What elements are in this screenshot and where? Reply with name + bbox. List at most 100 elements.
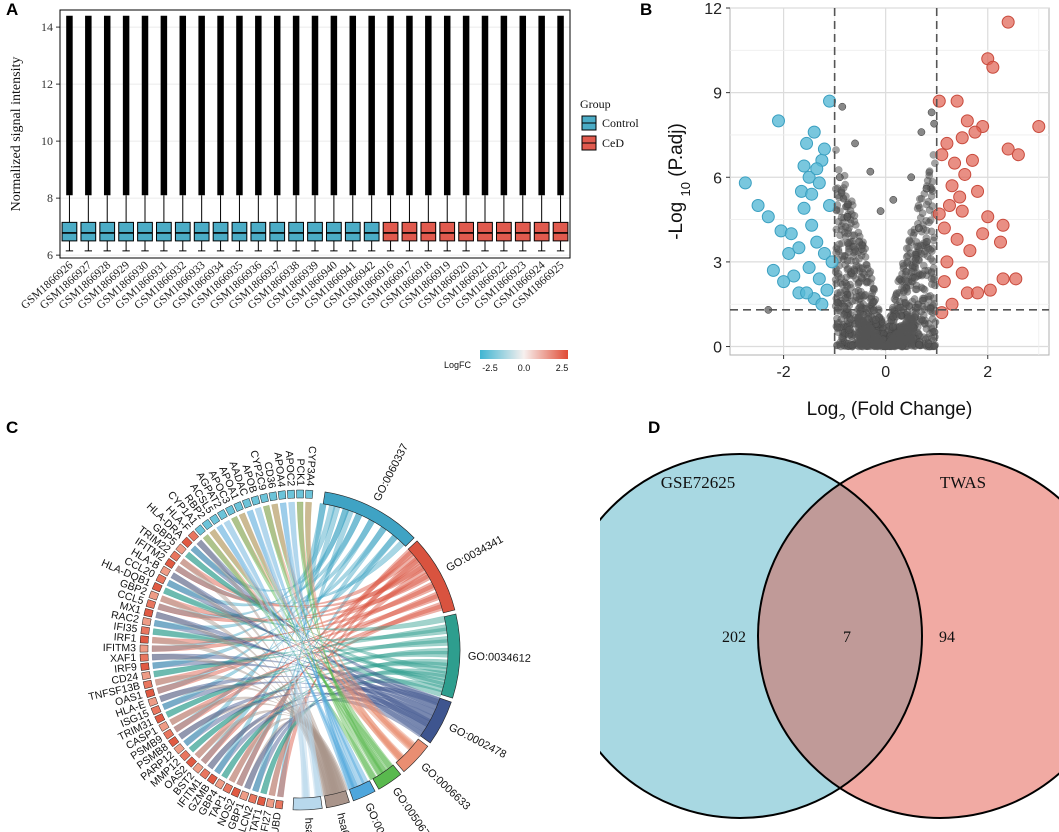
ns-point: [843, 229, 852, 238]
box-GSM1866926: [61, 15, 78, 252]
box-body: [420, 221, 437, 242]
gene-block: [233, 501, 244, 512]
box-GSM1866919: [439, 15, 456, 252]
up-point: [935, 148, 949, 162]
ns-point: [863, 278, 872, 286]
down-point: [805, 187, 819, 201]
down-point: [823, 94, 837, 108]
term-arc-go-0060337: [322, 491, 415, 547]
box-body: [212, 221, 229, 242]
gene-block: [217, 509, 228, 521]
ns-point: [912, 285, 921, 294]
ns-point: [912, 238, 921, 246]
ns-point: [876, 207, 885, 215]
ns-point: [838, 102, 847, 111]
box-GSM1866925: [552, 15, 569, 252]
up-point: [950, 94, 964, 108]
gene-block: [162, 728, 175, 740]
ns-point: [931, 318, 940, 326]
ns-point: [930, 327, 938, 336]
box-body: [174, 221, 191, 242]
up-point: [955, 266, 969, 280]
chord-diagram: GO:0060337 GO:0034341 GO:0034612 GO:0002478…: [87, 442, 531, 832]
y-tick-label: 12: [41, 77, 53, 91]
y-tick-label: 6: [713, 170, 722, 187]
up-point: [932, 207, 946, 221]
ns-point: [927, 192, 936, 201]
panel-label-d: D: [648, 418, 661, 437]
ns-point: [889, 195, 898, 204]
ns-point: [927, 227, 936, 236]
gene-block: [185, 756, 198, 768]
ns-point: [836, 342, 845, 351]
gene-block: [225, 504, 236, 516]
box-GSM1866936: [250, 15, 267, 252]
up-point: [968, 125, 982, 139]
gene-label: IFI35: [113, 620, 138, 635]
legend-label-control: Control: [602, 116, 639, 130]
ns-point: [926, 245, 935, 254]
gene-label: APOC2: [283, 450, 297, 486]
box-GSM1866942: [363, 15, 380, 252]
x-tick-label: 2: [983, 364, 992, 381]
gene-block: [143, 608, 154, 618]
y-axis-label: -Log 10 (P.adj): [666, 123, 693, 240]
box-GSM1866918: [420, 15, 437, 252]
ns-point: [848, 341, 857, 350]
down-point: [784, 227, 798, 241]
box-body: [401, 221, 418, 242]
up-point: [932, 94, 946, 108]
up-point: [937, 275, 951, 289]
ns-point: [836, 231, 844, 240]
gene-block: [145, 599, 157, 609]
gene-block: [187, 530, 200, 542]
volcano-plot: 0 3 6 9 12 -2 0 2 Log2 (Fold Change) -Log 10 (P.a…: [666, 1, 1050, 420]
ns-point: [834, 166, 843, 174]
ns-point: [846, 206, 855, 215]
ns-point: [914, 224, 923, 232]
ns-point: [854, 280, 863, 289]
ns-point: [926, 304, 935, 313]
ns-point: [902, 244, 911, 253]
term-label: GO:0006633: [418, 761, 472, 813]
ns-point: [835, 173, 844, 182]
down-point: [810, 235, 824, 249]
gene-block: [222, 782, 234, 794]
ns-point: [894, 277, 903, 286]
y-tick-label: 3: [713, 255, 722, 272]
gene-block: [151, 581, 163, 593]
ns-point: [926, 292, 935, 300]
logfc-colorbar: [480, 350, 568, 359]
ns-point: [917, 128, 926, 136]
up-point: [1032, 119, 1046, 133]
gene-block: [147, 696, 159, 707]
ns-point: [913, 204, 922, 213]
term-label: GO:0060337: [372, 442, 412, 504]
up-point: [994, 235, 1008, 249]
ns-point: [907, 228, 915, 237]
down-point: [802, 170, 816, 184]
gene-block: [199, 768, 211, 780]
ns-point: [841, 180, 850, 189]
gene-label: RAC2: [110, 609, 140, 626]
gene-block: [214, 778, 226, 790]
ns-point: [861, 324, 869, 332]
ns-point: [901, 298, 910, 307]
chord-link: [214, 699, 424, 775]
box-body: [344, 221, 361, 242]
up-point: [953, 190, 967, 204]
term-arc-go-0034612: [440, 613, 461, 699]
box-GSM1866934: [212, 15, 229, 252]
ns-point: [863, 264, 872, 273]
logfc-legend-title: LogFC: [444, 360, 472, 370]
venn-count-twas-only: 94: [939, 629, 955, 646]
ns-point: [854, 313, 862, 322]
down-point: [817, 142, 831, 156]
box-GSM1866935: [231, 15, 248, 252]
up-point: [958, 167, 972, 181]
y-tick-label: 10: [41, 134, 53, 148]
up-point: [1001, 15, 1015, 29]
gene-block: [140, 662, 150, 671]
box-body: [382, 221, 399, 242]
ns-point: [861, 338, 869, 347]
